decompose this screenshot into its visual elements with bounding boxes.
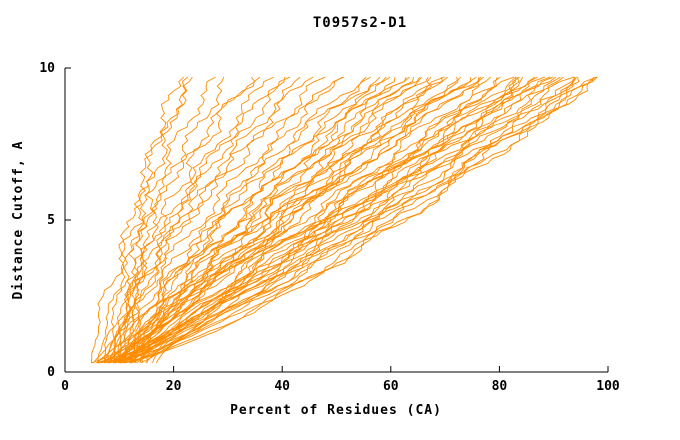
model-curve [123,76,422,364]
model-curve [141,76,371,363]
model-curve [128,76,484,364]
x-tick-label: 80 [492,379,508,394]
model-curve [129,76,462,364]
model-curve [103,76,326,363]
model-curve [114,76,381,364]
model-curve [120,76,415,364]
model-curve [139,76,491,364]
model-curve [97,76,291,363]
model-curve [146,76,410,363]
y-axis-ticks: 0 5 10 [39,61,71,380]
model-curve [117,76,216,363]
x-tick-label: 60 [383,379,399,394]
x-tick-label: 100 [596,379,620,394]
model-curve [108,76,445,364]
model-curve [125,76,501,364]
y-tick-label: 10 [39,61,55,76]
y-axis-label: Distance Cutoff, A [11,141,26,300]
model-curve [96,76,421,364]
model-curve [101,77,480,364]
x-axis-ticks: 0 20 40 60 80 100 [61,366,620,394]
model-curve [123,76,576,364]
model-curve [139,76,429,363]
model-curve [131,76,595,364]
x-axis-label: Percent of Residues (CA) [230,403,442,418]
model-curve [112,76,577,364]
model-curve [120,76,596,364]
model-curve [110,76,193,363]
model-curve [118,77,396,364]
y-tick-label: 0 [47,365,55,380]
x-tick-label: 0 [61,379,69,394]
model-curve [123,76,301,363]
model-curve [140,76,598,364]
model-curve [92,76,387,364]
x-tick-label: 40 [274,379,290,394]
model-curve [117,76,256,363]
model-curve [107,76,314,363]
model-curves [90,76,598,364]
model-curve [152,76,556,364]
model-curve [113,76,477,364]
chart-title: T0957s2-D1 [313,15,407,31]
model-curve [108,76,444,364]
model-curve [155,76,577,364]
model-curve [129,76,536,364]
x-tick-label: 20 [166,379,182,394]
model-curve [130,76,345,364]
model-curve [115,76,564,364]
model-curve [90,76,261,363]
model-curve [145,76,520,364]
y-tick-label: 5 [47,213,55,228]
model-curve [117,76,515,364]
model-curve [124,76,538,364]
model-curve [108,76,343,364]
model-curve [97,76,554,364]
model-curve [134,76,448,363]
model-curve [134,76,274,363]
